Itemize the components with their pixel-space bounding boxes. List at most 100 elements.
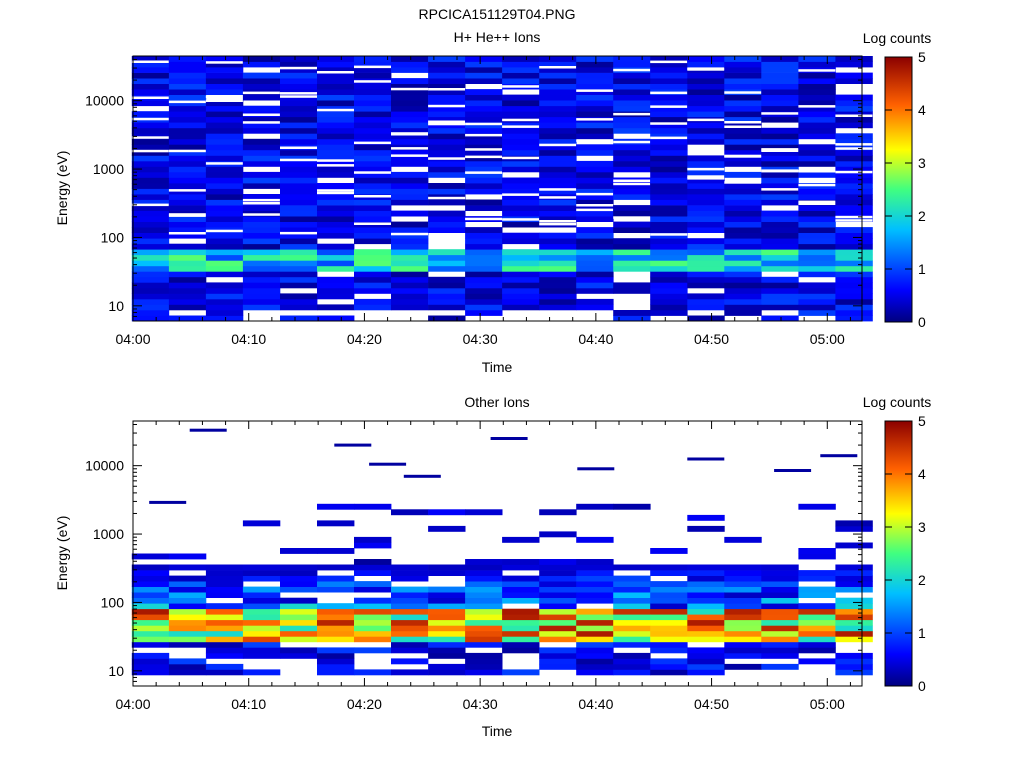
heatmap-cell [317, 166, 355, 173]
heatmap-cell [131, 100, 170, 107]
heatmap-cell [354, 116, 392, 123]
heatmap-gap [317, 191, 354, 195]
heatmap-cell [687, 243, 725, 250]
heatmap-cell [465, 89, 503, 95]
heatmap-gap [428, 122, 466, 126]
heatmap-cell [724, 625, 762, 632]
heatmap-cell [391, 78, 429, 84]
heatmap-cell [131, 636, 170, 643]
heatmap-cell [613, 614, 651, 621]
heatmap-cell [576, 61, 614, 68]
heatmap-cell [428, 166, 466, 173]
heatmap-cell [354, 72, 392, 79]
x-tick-label: 04:40 [578, 331, 613, 347]
heatmap-cell [131, 188, 170, 195]
heatmap-cell [798, 575, 836, 582]
heatmap-cell [724, 78, 762, 84]
heatmap-gap [798, 170, 836, 173]
heatmap-cell [650, 155, 688, 162]
heatmap-cell [761, 293, 799, 300]
heatmap-cell [650, 265, 688, 272]
heatmap-cell [724, 265, 762, 272]
heatmap-cell [613, 619, 651, 626]
heatmap-cell [724, 570, 762, 576]
heatmap-cell [724, 304, 762, 311]
heatmap-cell [576, 298, 614, 305]
heatmap-cell [465, 122, 503, 129]
heatmap-cell [280, 72, 318, 79]
colorbar-tick-label: 1 [918, 625, 926, 641]
heatmap-cell [687, 315, 725, 322]
heatmap-cell [131, 221, 170, 228]
heatmap-cell [317, 105, 355, 112]
heatmap-cell [687, 282, 725, 289]
heatmap-cell [428, 641, 466, 648]
sparse-count-line [334, 443, 372, 447]
heatmap-cell [280, 194, 318, 200]
heatmap-cell [687, 100, 725, 107]
heatmap-cell [131, 553, 170, 560]
heatmap-cell [391, 249, 429, 256]
heatmap-cell [242, 116, 281, 123]
heatmap-cell [354, 249, 392, 256]
heatmap-cell [798, 630, 836, 637]
heatmap-cells [131, 56, 873, 322]
heatmap-cell [724, 210, 762, 217]
colorbar-tick-label: 2 [918, 208, 926, 224]
heatmap-cell [168, 282, 207, 289]
heatmap-gap [650, 105, 688, 108]
heatmap-cell [428, 525, 466, 532]
heatmap-cell [280, 614, 318, 621]
heatmap-gap [539, 143, 577, 147]
heatmap-cell [761, 72, 799, 79]
heatmap-cell [798, 216, 836, 222]
heatmap-cell [835, 597, 873, 604]
heatmap-cell [835, 310, 873, 316]
heatmap-cell [354, 155, 392, 162]
heatmap-cell [242, 520, 281, 527]
sparse-count-line [369, 462, 407, 466]
heatmap-cell [242, 61, 281, 68]
heatmap-cell [354, 238, 392, 245]
heatmap-cell [205, 603, 244, 610]
heatmap-cell [465, 559, 503, 565]
heatmap-cell [724, 636, 762, 643]
x-axis-label: Time [482, 723, 513, 739]
heatmap-cell [354, 144, 392, 151]
heatmap-cell [687, 133, 725, 140]
heatmap-cell [354, 188, 392, 195]
heatmap-cell [650, 581, 688, 587]
heatmap-cell [391, 586, 429, 593]
heatmap-cell [205, 243, 244, 250]
heatmap-cell [650, 625, 688, 632]
heatmap-cell [650, 221, 688, 228]
heatmap-cell [502, 608, 540, 615]
heatmap-cell [761, 127, 799, 134]
heatmap-cell [317, 282, 355, 289]
heatmap-cell [131, 575, 170, 582]
heatmap-cell [835, 287, 873, 294]
heatmap-cell [502, 641, 540, 648]
heatmap-cell [687, 83, 725, 90]
heatmap-gap [835, 143, 873, 146]
heatmap-cell [576, 287, 614, 294]
heatmap-cell [835, 570, 873, 576]
heatmap-gap [242, 202, 280, 205]
heatmap-cell [280, 227, 318, 233]
heatmap-cell [798, 111, 836, 118]
heatmap-gap [280, 158, 317, 162]
heatmap-gap [391, 232, 428, 236]
heatmap-cell [317, 265, 355, 272]
heatmap-cell [242, 94, 281, 101]
heatmap-cell [428, 100, 466, 107]
heatmap-cell [465, 243, 503, 250]
heatmap-cell [613, 586, 651, 593]
sparse-count-line [189, 428, 227, 432]
heatmap-cell [317, 61, 355, 68]
heatmap-cell [354, 122, 392, 129]
heatmap-cell [539, 122, 577, 129]
heatmap-cell [428, 509, 466, 516]
panel-h-he-ions: H+ He++ Ions 04:00 04:10 04:20 04:30 04:40 04… [54, 29, 931, 375]
heatmap-cell [317, 144, 355, 151]
x-axis-label: Time [482, 359, 513, 375]
